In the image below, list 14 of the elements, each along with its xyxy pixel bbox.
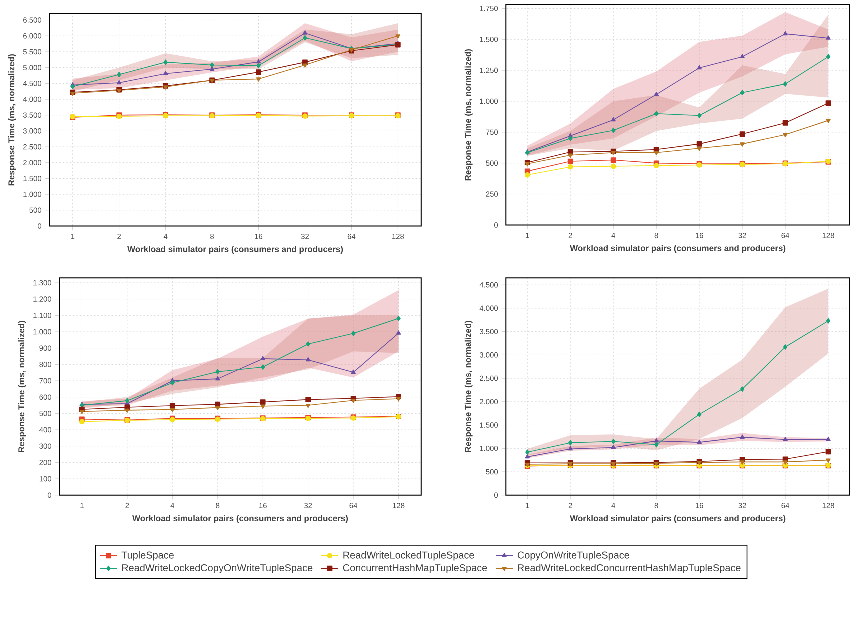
legend-label: TupleSpace	[122, 552, 174, 561]
legend-label: ConcurrentHashMapTupleSpace	[343, 564, 488, 574]
legend-label: ReadWriteLockedCopyOnWriteTupleSpace	[122, 564, 313, 574]
x-axis-title: Workload simulator pairs (consumers and producers)	[128, 246, 344, 254]
legend-label: ReadWriteLockedTupleSpace	[344, 552, 474, 561]
y-axis-title: Response Time (ms, normalized)	[464, 50, 473, 181]
y-axis-title: Response Time (ms, normalized)	[18, 321, 26, 452]
x-axis-title: Workload simulator pairs (consumers and producers)	[132, 515, 348, 524]
x-axis-title: Workload simulator pairs (consumers and producers)	[570, 245, 786, 254]
y-axis-title: Response Time (ms, normalized)	[464, 321, 473, 452]
y-axis-title: Response Time (ms, normalized)	[8, 54, 16, 186]
x-axis-title: Workload simulator pairs (consumers and producers)	[570, 515, 786, 524]
legend-label: CopyOnWriteTupleSpace	[518, 552, 630, 561]
legend-label: ReadWriteLockedConcurrentHashMapTupleSpace	[518, 564, 741, 574]
